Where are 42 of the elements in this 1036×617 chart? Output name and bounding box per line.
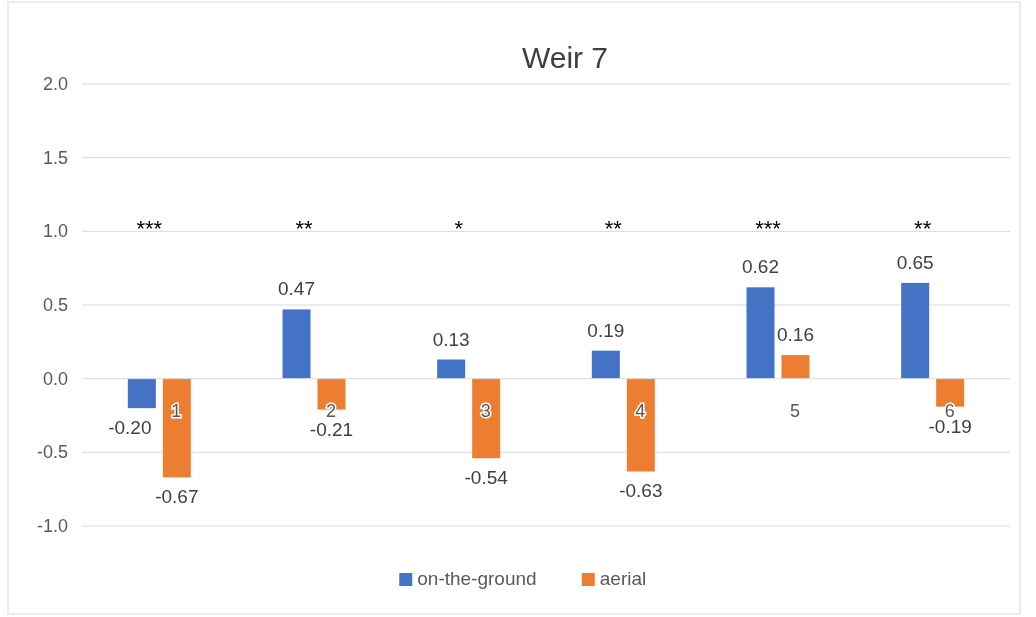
y-tick-label: -1.0 — [36, 516, 68, 536]
bar — [472, 378, 501, 459]
x-tick-label: 6 — [944, 400, 955, 421]
legend-label: aerial — [599, 568, 647, 589]
bar — [591, 350, 620, 379]
y-tick-label: -0.5 — [36, 442, 68, 463]
x-tick-label: 5 — [789, 400, 801, 421]
y-tick-label: 2.0 — [42, 74, 68, 94]
data-label: -0.21 — [309, 418, 354, 440]
data-label: 0.47 — [278, 278, 315, 300]
x-tick-label: 1 — [171, 400, 182, 421]
data-label: 0.19 — [587, 319, 625, 341]
bar — [437, 359, 466, 379]
data-label: 0.16 — [777, 324, 814, 346]
bar — [746, 287, 775, 379]
bar — [901, 282, 930, 379]
annotation: *** — [136, 216, 163, 241]
data-label: -0.67 — [155, 486, 199, 508]
bar — [626, 378, 655, 472]
bar — [282, 309, 311, 379]
data-label: -0.54 — [464, 467, 509, 489]
annotation: ** — [914, 216, 932, 241]
annotation: ** — [295, 216, 313, 241]
y-tick-label: 1.5 — [42, 147, 68, 168]
annotation: *** — [755, 216, 782, 241]
data-label: 0.65 — [896, 251, 934, 273]
legend-label: on-the-ground — [417, 568, 537, 589]
y-tick-label: 0.5 — [42, 295, 68, 315]
annotation: ** — [604, 216, 623, 241]
x-tick-label: 3 — [480, 400, 491, 421]
chart-title: Weir 7 — [521, 41, 609, 74]
annotation: * — [454, 216, 464, 241]
data-label: -0.20 — [108, 417, 152, 439]
bar — [127, 378, 156, 409]
x-tick-label: 4 — [635, 400, 646, 421]
data-label: -0.63 — [619, 480, 663, 502]
y-tick-label: 1.0 — [42, 221, 68, 242]
y-tick-label: 0.0 — [42, 368, 68, 389]
data-label: 0.13 — [432, 328, 470, 350]
data-label: 0.62 — [742, 256, 779, 278]
bar — [162, 378, 191, 478]
bar — [781, 355, 810, 379]
